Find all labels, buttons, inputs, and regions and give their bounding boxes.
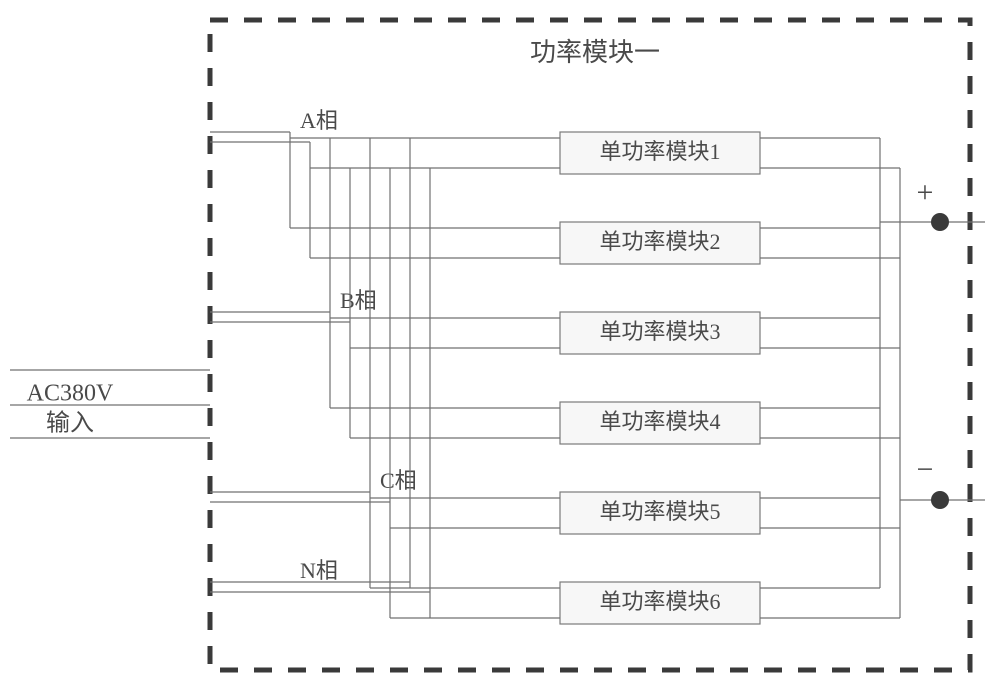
power-module-label-2: 单功率模块2	[599, 229, 720, 254]
plus-terminal-dot	[931, 213, 949, 231]
phase-a-label: A相	[300, 108, 338, 133]
input-label-line1: AC380V	[27, 381, 114, 407]
power-module-label-1: 单功率模块1	[599, 139, 720, 164]
power-module-diagram: 功率模块一 AC380V 输入 单功率模块1 单功率模块2 单功率模块3 单功率模块4 单功率…	[0, 0, 1000, 690]
power-module-label-6: 单功率模块6	[599, 589, 720, 614]
diagram-title: 功率模块一	[530, 38, 660, 67]
minus-terminal-dot	[931, 491, 949, 509]
power-module-label-3: 单功率模块3	[599, 319, 720, 344]
phase-c-label: C相	[380, 468, 417, 493]
power-module-label-4: 单功率模块4	[599, 409, 720, 434]
minus-label: −	[917, 453, 934, 486]
plus-label: +	[917, 176, 934, 209]
power-module-label-5: 单功率模块5	[599, 499, 720, 524]
phase-n-label: N相	[300, 558, 338, 583]
input-label-line2: 输入	[46, 410, 94, 437]
phase-b-label: B相	[340, 288, 377, 313]
